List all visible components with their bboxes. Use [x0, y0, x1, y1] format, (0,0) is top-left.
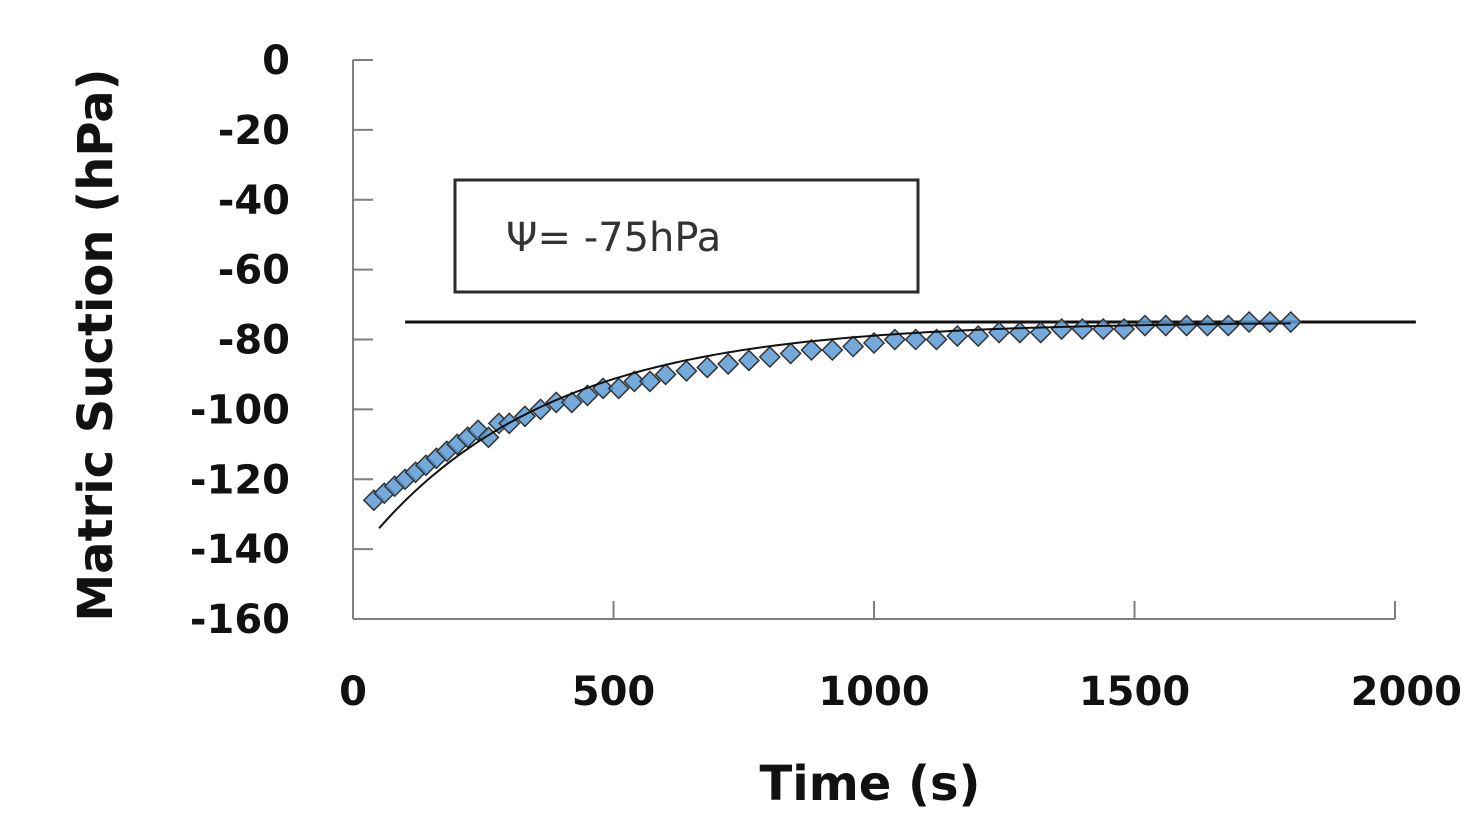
- data-point: [696, 356, 719, 379]
- data-point: [1258, 310, 1282, 334]
- data-point: [1279, 310, 1302, 334]
- data-points: [362, 310, 1302, 512]
- data-point: [560, 391, 583, 414]
- data-point: [842, 335, 865, 358]
- data-point: [925, 328, 948, 351]
- x-tick-label: 0: [339, 669, 367, 715]
- data-point: [1217, 314, 1240, 337]
- data-point: [987, 321, 1011, 344]
- data-point: [946, 324, 969, 348]
- data-point: [821, 338, 844, 362]
- data-point: [675, 359, 698, 383]
- data-point: [800, 338, 823, 362]
- x-axis-title: Time (s): [760, 756, 981, 812]
- data-point: [623, 370, 646, 393]
- y-axis: 0 -20 -40 -60 -80 -100 -120 -140 -160: [190, 38, 373, 643]
- y-tick-label: -20: [218, 108, 290, 154]
- y-tick-label: -80: [218, 318, 290, 364]
- data-point: [1196, 314, 1219, 337]
- data-point: [717, 352, 740, 376]
- x-tick-label: 1500: [1079, 669, 1190, 715]
- x-tick-label: 1000: [818, 669, 929, 715]
- data-point: [1050, 317, 1073, 341]
- data-point: [904, 328, 927, 351]
- data-point: [883, 328, 906, 351]
- x-tick-label: 2000: [1351, 669, 1462, 715]
- annotation-frame: [453, 178, 920, 294]
- data-point: [638, 370, 662, 393]
- data-point: [1238, 310, 1261, 334]
- fit-curve: [378, 322, 1291, 529]
- y-tick-label: -40: [218, 178, 290, 224]
- data-point: [737, 349, 761, 372]
- y-tick-label: -160: [190, 597, 290, 643]
- y-tick-label: -120: [190, 457, 290, 503]
- annotation-text: Ψ= -75hPa: [506, 215, 721, 261]
- y-tick-label: -140: [190, 527, 290, 573]
- fit-curve-group: [378, 322, 1291, 529]
- y-tick-label: 0: [262, 38, 290, 84]
- data-point: [1029, 321, 1052, 344]
- annotation-box: Ψ= -75hPa: [453, 178, 920, 294]
- data-point: [607, 377, 630, 400]
- x-axis: 0 500 1000 1500 2000: [339, 601, 1462, 715]
- data-point: [967, 324, 990, 348]
- data-point: [1175, 314, 1198, 337]
- y-tick-label: -100: [190, 387, 290, 433]
- y-tick-label: -60: [218, 248, 290, 294]
- data-point: [758, 345, 781, 369]
- x-tick-label: 500: [572, 669, 656, 715]
- data-point: [654, 363, 677, 386]
- data-point: [1008, 321, 1031, 344]
- data-point: [862, 331, 886, 355]
- y-axis-title: Matric Suction (hPa): [68, 68, 124, 621]
- data-point: [779, 342, 802, 365]
